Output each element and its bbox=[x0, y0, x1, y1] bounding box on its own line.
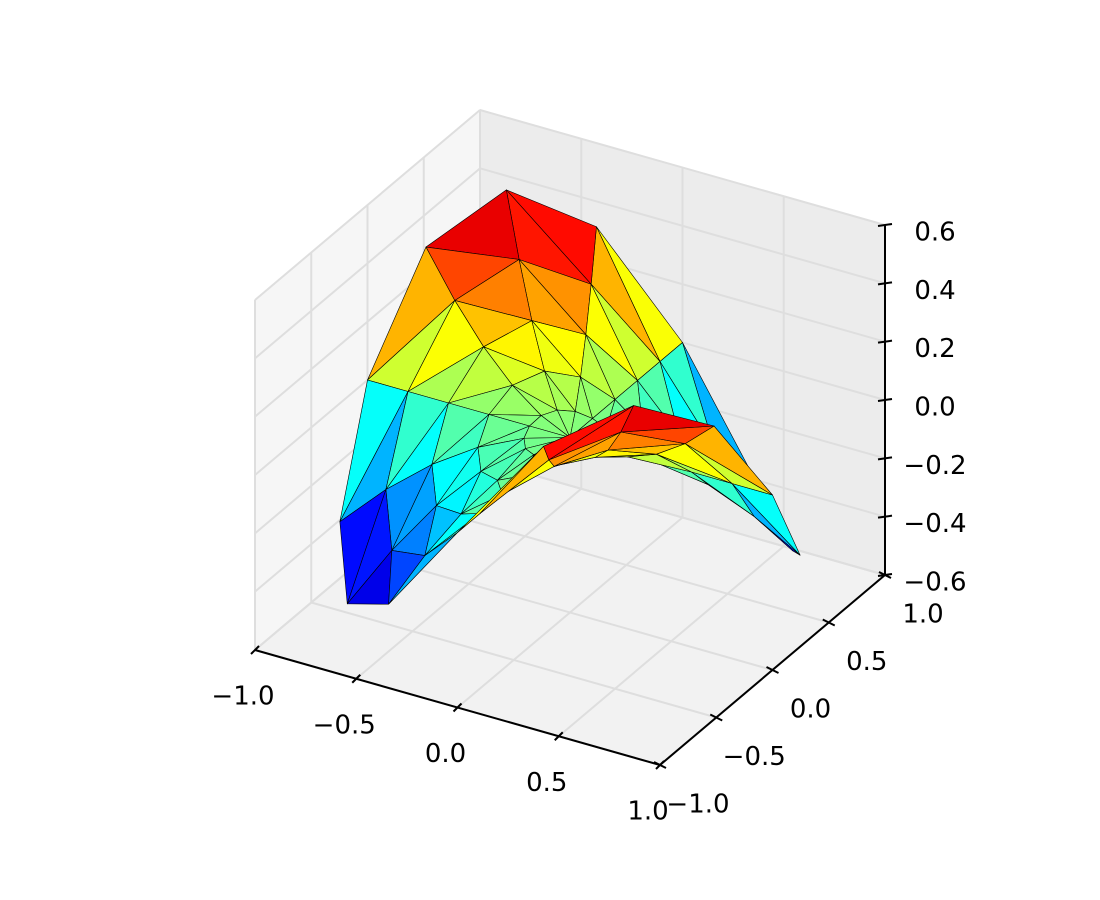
tick-mark bbox=[877, 223, 893, 227]
tick-mark bbox=[250, 645, 260, 655]
grid-line bbox=[479, 167, 886, 285]
x-tick-label: 0.0 bbox=[425, 739, 466, 769]
y-tick-label: 0.0 bbox=[790, 695, 831, 725]
z-tick-label: 0.4 bbox=[914, 276, 955, 306]
grid-line bbox=[254, 167, 481, 360]
grid-line bbox=[254, 109, 481, 301]
grid-line bbox=[479, 459, 886, 576]
grid-line bbox=[423, 506, 830, 624]
tick-mark bbox=[653, 761, 667, 769]
tick-mark bbox=[877, 339, 893, 344]
tick-mark bbox=[766, 666, 779, 674]
tick-mark bbox=[709, 713, 723, 722]
grid-line bbox=[310, 601, 717, 719]
tick-mark bbox=[822, 618, 836, 627]
tick-mark bbox=[877, 456, 893, 461]
z-tick-label: −0.6 bbox=[903, 568, 966, 598]
x-tick-label: −0.5 bbox=[313, 710, 376, 740]
y-tick-label: −0.5 bbox=[723, 742, 786, 772]
tick-mark bbox=[877, 573, 893, 577]
tick-mark bbox=[351, 674, 361, 684]
grid-line bbox=[479, 109, 886, 226]
tick-mark bbox=[877, 281, 893, 286]
z-tick-label: 0.2 bbox=[914, 334, 955, 364]
z-tick-label: 0.0 bbox=[914, 393, 955, 423]
tick-mark bbox=[554, 731, 564, 741]
z-tick-label: −0.4 bbox=[903, 509, 966, 539]
z-tick-label: −0.2 bbox=[903, 451, 966, 481]
tick-mark bbox=[877, 514, 893, 519]
x-tick-label: 1.0 bbox=[627, 797, 668, 827]
y-tick-label: 1.0 bbox=[902, 600, 943, 630]
tick-mark bbox=[452, 702, 463, 713]
z-tick-label: 0.6 bbox=[914, 218, 955, 248]
x-tick-label: 0.5 bbox=[526, 768, 567, 798]
surface-facet bbox=[620, 405, 715, 433]
x-tick-label: −1.0 bbox=[211, 682, 274, 712]
y-tick-label: −1.0 bbox=[666, 790, 729, 820]
tick-mark bbox=[877, 398, 893, 402]
grid-line bbox=[367, 554, 773, 671]
surface-facet bbox=[543, 405, 634, 461]
y-tick-label: 0.5 bbox=[846, 647, 887, 677]
